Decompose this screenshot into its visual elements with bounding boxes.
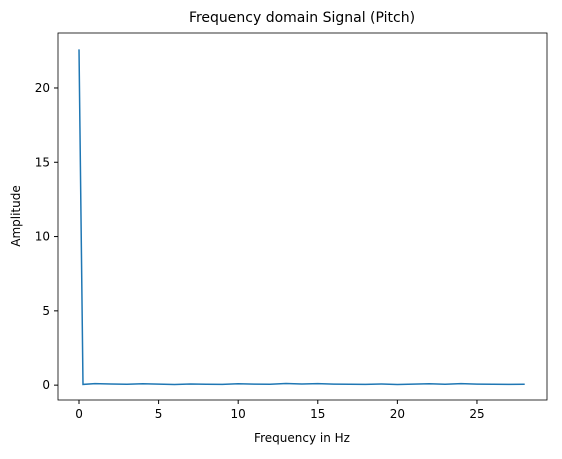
y-axis-label: Amplitude [9, 185, 23, 247]
x-tick-label: 15 [310, 407, 325, 421]
x-tick-label: 5 [155, 407, 163, 421]
y-tick-label: 0 [42, 378, 50, 392]
y-tick-label: 5 [42, 304, 50, 318]
plot-frame [57, 32, 548, 401]
line [78, 49, 525, 386]
x-tick-label: 0 [75, 407, 83, 421]
chart-title: Frequency domain Signal (Pitch) [189, 10, 415, 26]
y-tick-label: 10 [35, 230, 50, 244]
x-axis-label: Frequency in Hz [254, 431, 350, 445]
y-tick-label: 15 [35, 155, 50, 169]
x-tick-label: 25 [469, 407, 484, 421]
x-tick-label: 20 [390, 407, 405, 421]
y-tick-label: 20 [35, 81, 50, 95]
x-tick-label: 10 [231, 407, 246, 421]
